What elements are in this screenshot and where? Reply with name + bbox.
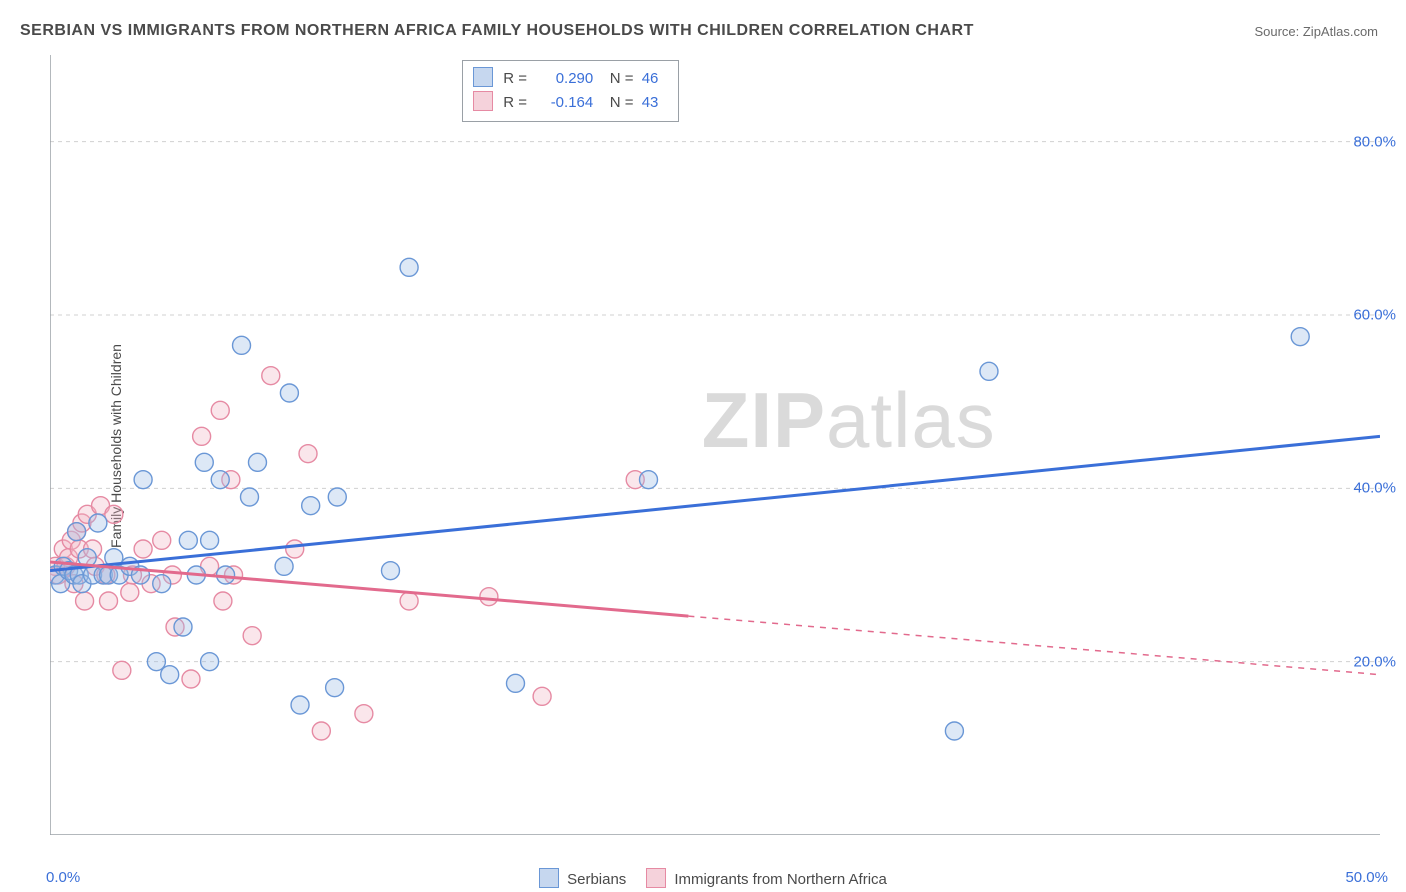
correlation-legend-row: R = 0.290 N = 46 — [473, 67, 662, 91]
y-tick-label: 80.0% — [1353, 133, 1396, 150]
data-point — [233, 336, 251, 354]
y-tick-label: 60.0% — [1353, 307, 1396, 324]
data-point — [945, 722, 963, 740]
data-point — [243, 627, 261, 645]
series-legend: Serbians Immigrants from Northern Africa — [0, 868, 1406, 888]
data-point — [105, 505, 123, 523]
data-point — [275, 557, 293, 575]
data-point — [179, 531, 197, 549]
data-point — [153, 575, 171, 593]
correlation-legend-row: R = -0.164 N = 43 — [473, 91, 662, 115]
data-point — [195, 453, 213, 471]
data-point — [211, 401, 229, 419]
data-point — [134, 540, 152, 558]
legend-swatch — [646, 868, 666, 888]
r-label: R = — [503, 70, 527, 87]
data-point — [400, 258, 418, 276]
data-point — [201, 531, 219, 549]
n-label: N = — [610, 70, 634, 87]
n-value: 43 — [642, 94, 659, 111]
plot-area — [50, 55, 1380, 835]
r-label: R = — [503, 94, 527, 111]
data-point — [174, 618, 192, 636]
data-point — [214, 592, 232, 610]
data-point — [286, 540, 304, 558]
series-legend-label: Immigrants from Northern Africa — [674, 871, 887, 888]
data-point — [280, 384, 298, 402]
data-point — [193, 427, 211, 445]
legend-swatch — [473, 91, 493, 111]
data-point — [248, 453, 266, 471]
y-tick-label: 20.0% — [1353, 653, 1396, 670]
legend-swatch — [539, 868, 559, 888]
data-point — [76, 592, 94, 610]
data-point — [400, 592, 418, 610]
data-point — [182, 670, 200, 688]
data-point — [312, 722, 330, 740]
data-point — [241, 488, 259, 506]
data-point — [201, 653, 219, 671]
n-label: N = — [610, 94, 634, 111]
series-legend-label: Serbians — [567, 871, 626, 888]
correlation-legend: R = 0.290 N = 46R = -0.164 N = 43 — [462, 60, 679, 122]
data-point — [640, 471, 658, 489]
data-point — [326, 679, 344, 697]
r-value: -0.164 — [535, 91, 593, 115]
data-point — [355, 705, 373, 723]
data-point — [533, 687, 551, 705]
data-point — [302, 497, 320, 515]
data-point — [980, 362, 998, 380]
chart-title: SERBIAN VS IMMIGRANTS FROM NORTHERN AFRI… — [20, 22, 974, 40]
data-point — [89, 514, 107, 532]
data-point — [381, 562, 399, 580]
data-point — [262, 367, 280, 385]
legend-swatch — [473, 67, 493, 87]
data-point — [291, 696, 309, 714]
data-point — [161, 666, 179, 684]
data-point — [121, 583, 139, 601]
r-value: 0.290 — [535, 67, 593, 91]
data-point — [113, 661, 131, 679]
data-point — [299, 445, 317, 463]
chart-container: SERBIAN VS IMMIGRANTS FROM NORTHERN AFRI… — [0, 0, 1406, 892]
data-point — [211, 471, 229, 489]
y-tick-label: 40.0% — [1353, 480, 1396, 497]
data-point — [328, 488, 346, 506]
data-point — [100, 592, 118, 610]
series-legend-item: Serbians — [519, 871, 626, 888]
series-legend-item: Immigrants from Northern Africa — [626, 871, 887, 888]
trend-line-extrapolated — [688, 616, 1380, 675]
data-point — [68, 523, 86, 541]
data-point — [480, 588, 498, 606]
data-point — [134, 471, 152, 489]
data-point — [153, 531, 171, 549]
data-point — [507, 674, 525, 692]
n-value: 46 — [642, 70, 659, 87]
data-point — [1291, 328, 1309, 346]
source-label: Source: ZipAtlas.com — [1254, 24, 1378, 39]
